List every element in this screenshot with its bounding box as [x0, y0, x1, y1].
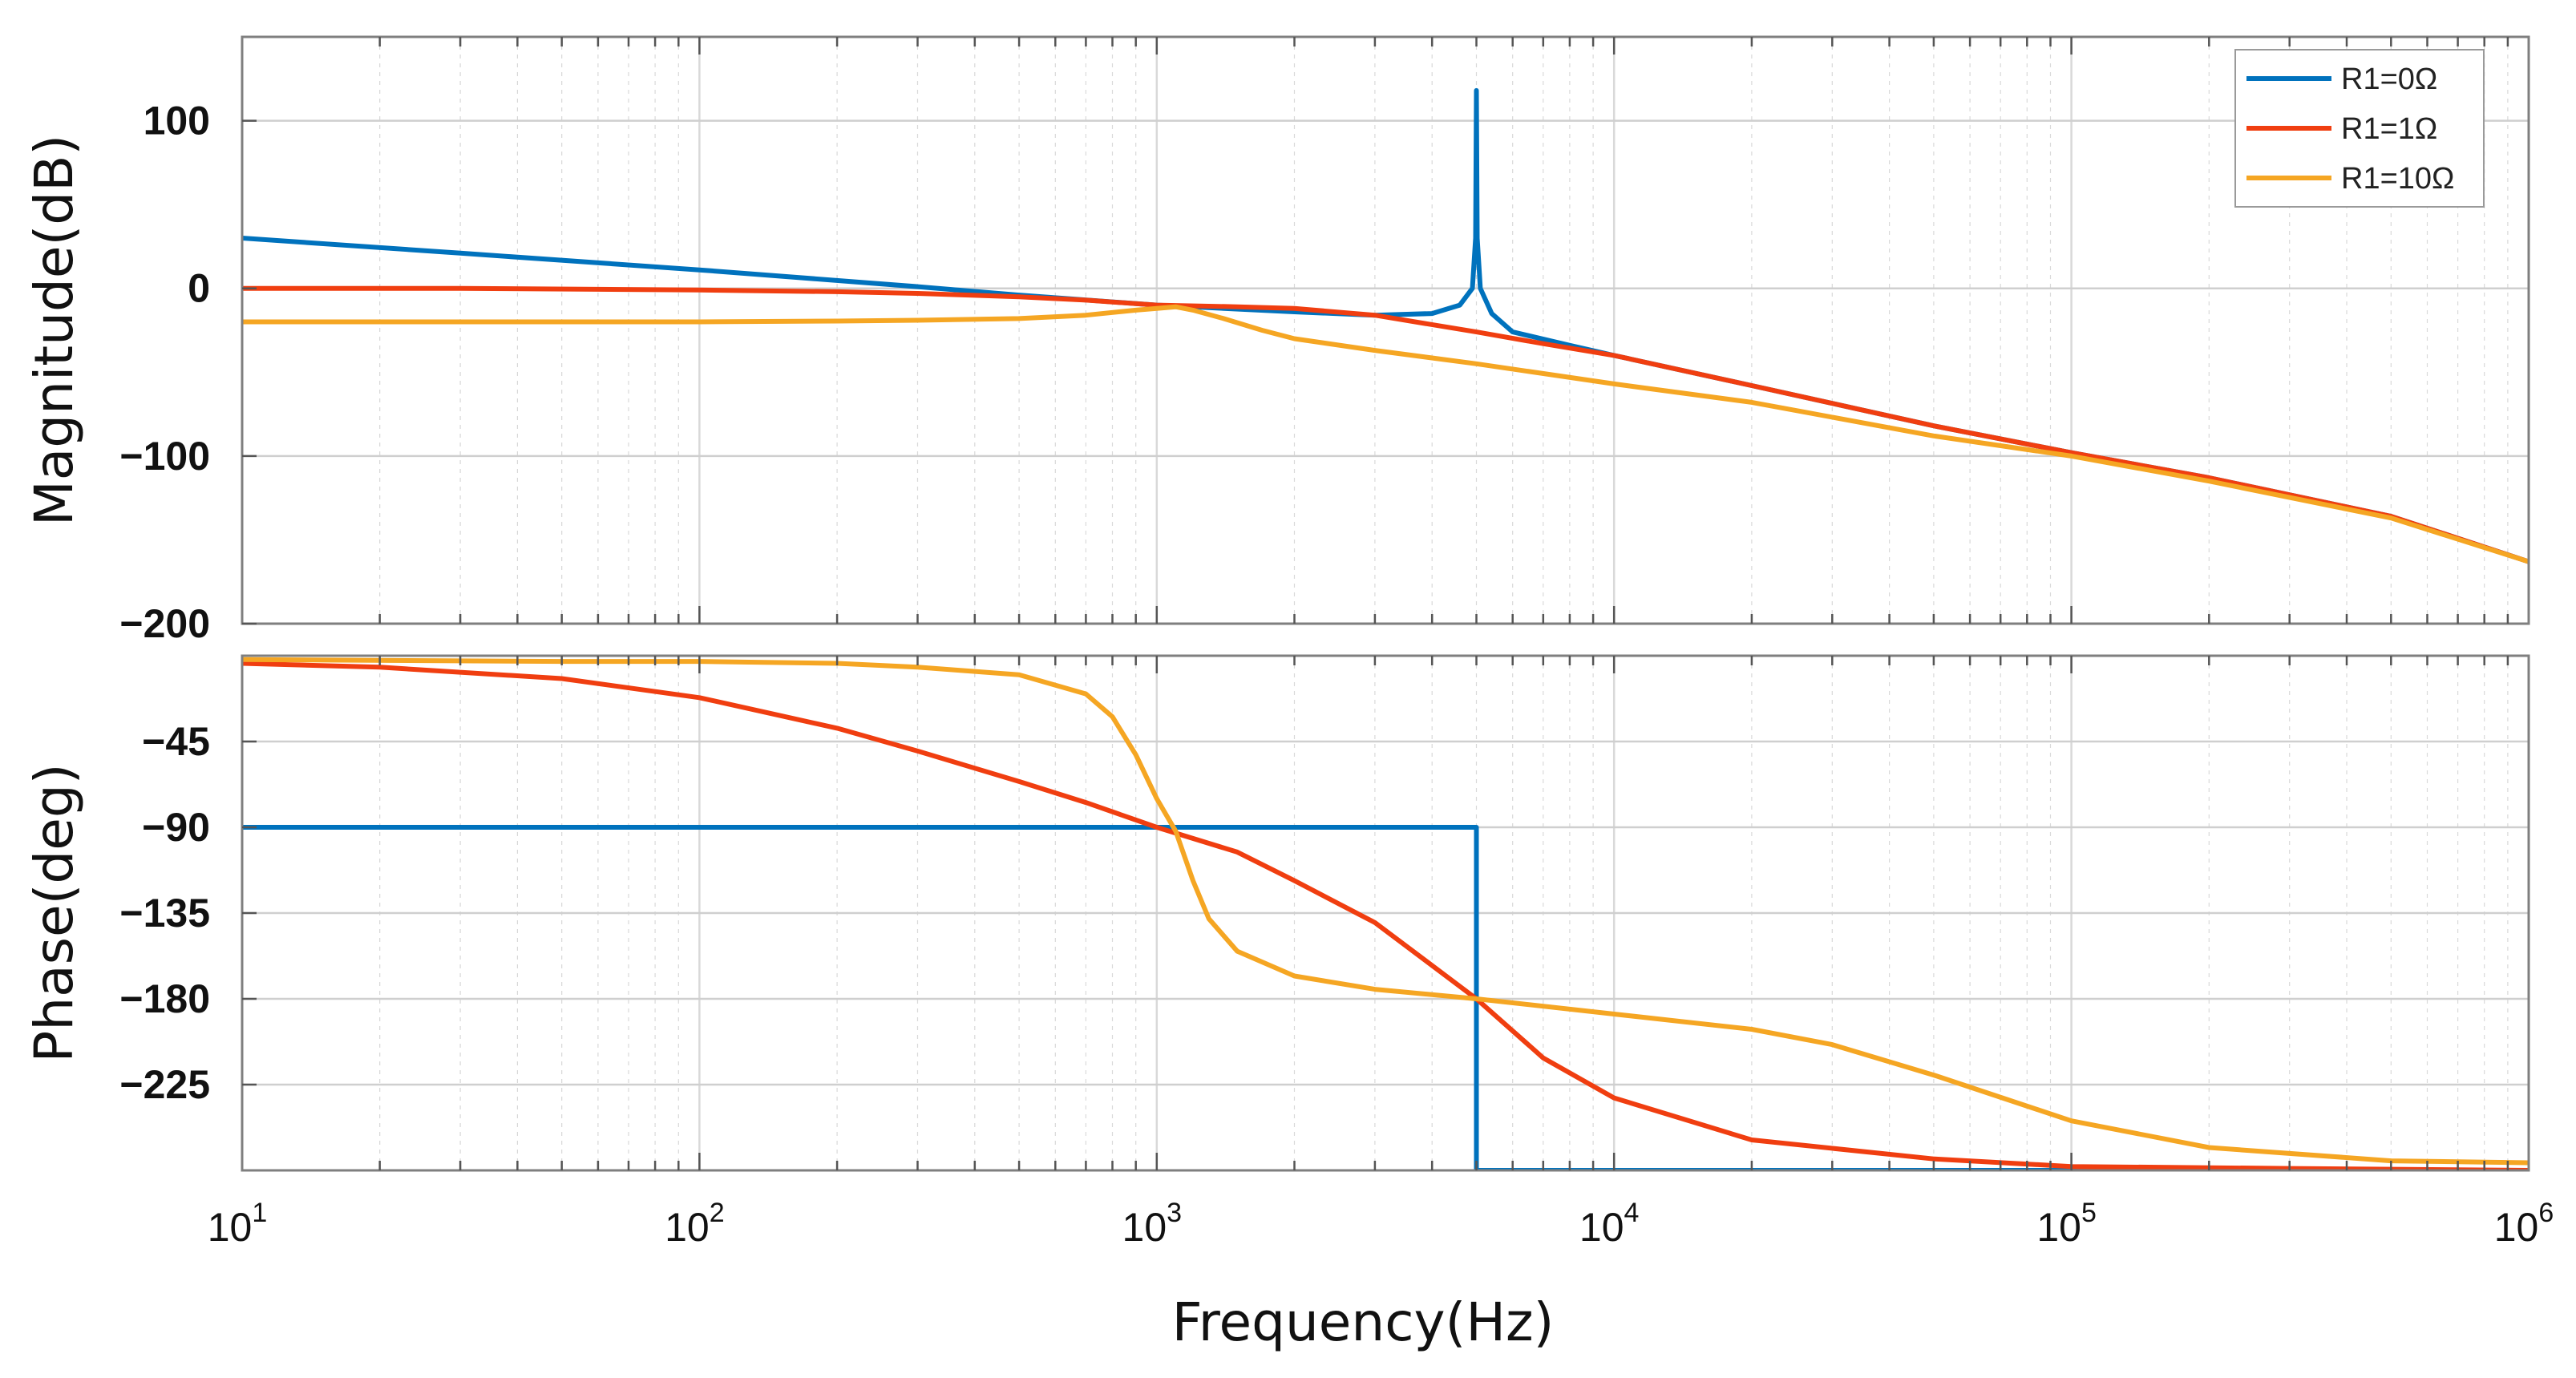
- x-tick-label: 101: [208, 1198, 268, 1250]
- mag-y-tick-label: −100: [119, 434, 210, 479]
- phase-y-tick-labels: −45 −90 −135 −180 −225: [119, 719, 210, 1107]
- phase-y-tick-label: −225: [119, 1062, 210, 1107]
- magnitude-axes-frame: [241, 35, 2530, 625]
- magnitude-y-tick-labels: 100 0 −100 −200: [119, 99, 210, 646]
- mag-series-r1-1-ohm: [242, 285, 2529, 564]
- phase-y-tick-label: −135: [119, 891, 210, 936]
- mag-y-tick-label: 100: [144, 99, 210, 143]
- magnitude-grid: [242, 37, 2529, 625]
- x-tick-label: 106: [2494, 1198, 2554, 1250]
- magnitude-subplot: 100 0 −100 −200: [119, 35, 2530, 646]
- phase-series-r1-10-ohm: [242, 657, 2529, 1166]
- x-tick-label: 105: [2036, 1198, 2097, 1250]
- phase-y-axis-label: Phase(deg): [23, 764, 85, 1063]
- x-axis-tick-labels: 101 102 103 104 105 106: [208, 1198, 2554, 1250]
- legend-label-r1-0-ohm: R1=0Ω: [2341, 63, 2437, 96]
- legend-label-r1-1-ohm: R1=1Ω: [2341, 112, 2437, 146]
- x-tick-label: 103: [1122, 1198, 1183, 1250]
- x-tick-label: 102: [665, 1198, 725, 1250]
- phase-subplot: −45 −90 −135 −180 −225: [119, 654, 2530, 1172]
- mag-y-tick-label: −200: [119, 601, 210, 646]
- phase-y-tick-label: −45: [142, 719, 210, 764]
- x-axis-label: Frequency(Hz): [1172, 1291, 1555, 1353]
- phase-series-r1-1-ohm: [242, 661, 2529, 1170]
- phase-y-tick-label: −180: [119, 976, 210, 1021]
- phase-y-tick-label: −90: [142, 805, 210, 850]
- legend: R1=0Ω R1=1Ω R1=10Ω: [2234, 49, 2485, 208]
- magnitude-series-lines: [242, 87, 2529, 564]
- phase-grid: [242, 656, 2529, 1170]
- mag-y-tick-label: 0: [188, 266, 210, 311]
- x-tick-label: 104: [1579, 1198, 1640, 1250]
- phase-series-lines: [242, 657, 2529, 1170]
- magnitude-tick-marks: [242, 37, 2509, 625]
- mag-series-r1-10-ohm: [242, 304, 2529, 564]
- magnitude-plot-area: [242, 37, 2529, 624]
- phase-tick-marks: [242, 656, 2509, 1170]
- legend-label-r1-10-ohm: R1=10Ω: [2341, 162, 2454, 196]
- magnitude-y-axis-label: Magnitude(dB): [23, 135, 85, 526]
